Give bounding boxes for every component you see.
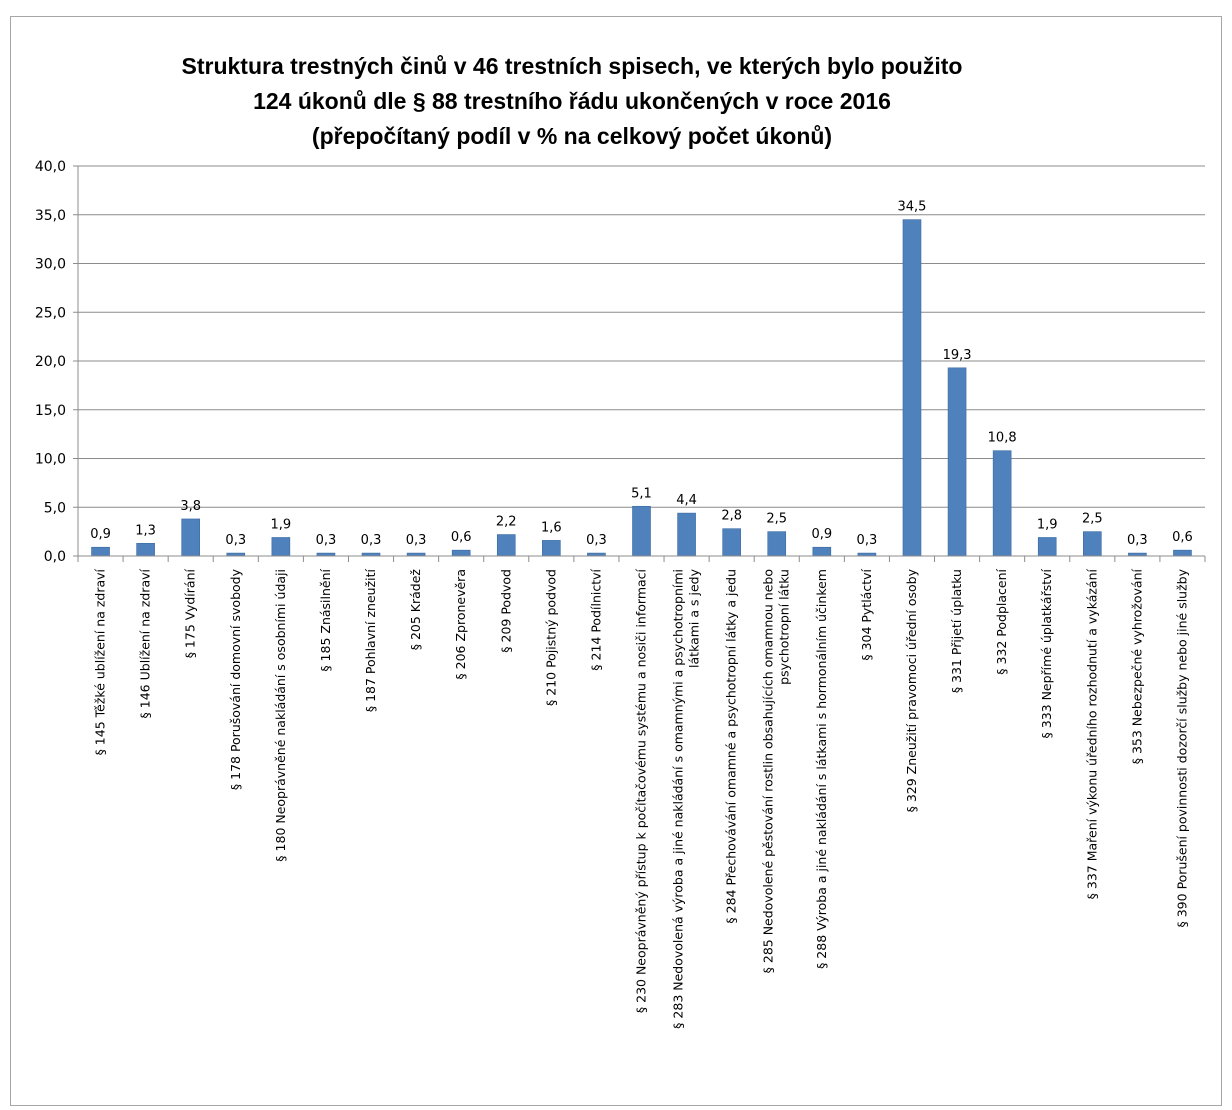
x-category-label: § 209 Podvod <box>498 569 513 653</box>
bar <box>992 450 1012 557</box>
x-category-label: § 187 Pohlavní zneužití <box>363 568 378 712</box>
x-axis-labels: § 145 Těžké ublížení na zdraví § 146 Ublí… <box>93 568 1190 1028</box>
y-axis-ticks: 0,0 5,0 10,0 15,0 20,0 25,0 30,0 35,0 40,0 <box>35 159 78 565</box>
x-category-label: § 180 Neoprávněné nakládání s osobními ú… <box>273 569 288 862</box>
x-category-label: § 178 Porušování domovní svobody <box>228 568 243 790</box>
y-tick-label: 30,0 <box>35 257 66 273</box>
y-tick-label: 5,0 <box>44 500 66 516</box>
bar <box>947 367 967 557</box>
y-tick-label: 35,0 <box>35 208 66 224</box>
data-label: 0,3 <box>406 533 427 548</box>
data-label: 0,3 <box>316 533 337 548</box>
bar <box>812 546 832 557</box>
data-label: 10,8 <box>988 431 1017 446</box>
chart-title-line-1: Struktura trestných činů v 46 trestních … <box>181 53 963 79</box>
x-category-label: § 283 Nedovolená výroba a jiné nakládání… <box>671 569 686 1029</box>
x-category-label: látkami a s jedy <box>687 568 702 668</box>
data-label: 0,9 <box>90 527 111 542</box>
y-tick-label: 40,0 <box>35 159 66 175</box>
x-category-label: § 214 Podílnictví <box>588 568 603 670</box>
data-label: 0,3 <box>1127 533 1148 548</box>
x-category-label: psychotropní látku <box>777 569 792 685</box>
data-label: 0,3 <box>857 533 878 548</box>
x-category-label: § 175 Vydírání <box>183 568 198 658</box>
bar <box>542 540 561 557</box>
chart-title-line-3: (přepočítaný podíl v % na celkový počet … <box>311 123 833 149</box>
data-label: 0,3 <box>361 533 382 548</box>
x-category-label: § 288 Výroba a jiné nakládání s látkami … <box>814 569 829 969</box>
data-label: 1,9 <box>271 517 292 532</box>
bar <box>271 537 291 557</box>
x-category-label: § 206 Zpronevěra <box>453 569 468 680</box>
x-category-label: § 333 Nepřímé úplatkářství <box>1039 568 1054 738</box>
bar <box>1173 549 1192 557</box>
bar <box>91 546 110 557</box>
data-label: 0,3 <box>225 533 246 548</box>
bar <box>496 534 516 557</box>
data-label: 0,3 <box>586 533 607 548</box>
x-category-label: § 332 Podplacení <box>994 568 1009 674</box>
data-label: 4,4 <box>676 493 697 508</box>
data-labels: 0,9 1,3 3,8 0,3 1,9 0,3 0,3 0,3 0,6 2,2 1,6 0,3 5,1 4… <box>90 200 1193 548</box>
bar <box>632 505 651 557</box>
data-label: 34,5 <box>898 200 927 215</box>
bar <box>181 518 200 557</box>
bars <box>91 219 1192 557</box>
x-category-label: § 390 Porušení povinnosti dozorčí služby… <box>1174 568 1189 927</box>
bar <box>902 219 922 557</box>
x-category-label: § 331 Přijetí úplatku <box>949 569 964 693</box>
chart-title: Struktura trestných činů v 46 trestních … <box>0 49 1144 154</box>
y-tick-label: 20,0 <box>35 354 66 370</box>
data-label: 2,5 <box>766 512 787 527</box>
data-label: 1,6 <box>541 520 562 535</box>
data-label: 0,6 <box>1172 530 1193 545</box>
bar <box>1037 537 1057 557</box>
data-label: 3,8 <box>180 499 201 514</box>
data-label: 2,2 <box>496 515 517 530</box>
bar <box>722 528 741 557</box>
chart-title-line-2: 124 úkonů dle § 88 trestního řádu ukonče… <box>253 88 891 114</box>
data-label: 0,9 <box>811 527 832 542</box>
y-tick-label: 10,0 <box>35 452 66 468</box>
chart-frame <box>10 16 1222 1106</box>
data-label: 0,6 <box>451 530 472 545</box>
bar <box>1083 531 1102 557</box>
data-label: 1,3 <box>135 523 156 538</box>
data-label: 2,5 <box>1082 512 1103 527</box>
gridlines <box>78 165 1205 508</box>
x-category-label: § 146 Ublížení na zdraví <box>138 568 153 718</box>
data-label: 1,9 <box>1037 517 1058 532</box>
x-category-label: § 353 Nebezpečné vyhrožování <box>1129 568 1144 764</box>
x-category-label: § 304 Pytláctví <box>859 568 874 660</box>
x-category-label: § 230 Neoprávněný přístup k počítačovému… <box>634 568 649 1013</box>
data-label: 19,3 <box>943 348 972 363</box>
x-category-label: § 285 Nedovolené pěstování rostlin obsah… <box>761 569 776 973</box>
y-tick-label: 15,0 <box>35 403 66 419</box>
bar <box>451 549 471 557</box>
axes <box>77 166 1206 562</box>
x-category-label: § 145 Těžké ublížení na zdraví <box>93 568 108 755</box>
x-category-label: § 210 Pojistný podvod <box>543 569 558 706</box>
y-tick-label: 0,0 <box>44 549 66 565</box>
x-category-label: § 284 Přechovávání omamné a psychotropní… <box>724 569 739 924</box>
y-tick-label: 25,0 <box>35 305 66 321</box>
x-category-label: § 185 Znásilnění <box>318 568 333 671</box>
x-category-label: § 205 Krádež <box>408 569 423 651</box>
bar <box>136 543 155 557</box>
data-label: 2,8 <box>721 509 742 524</box>
bar <box>767 531 787 557</box>
data-label: 5,1 <box>631 486 652 501</box>
x-category-label: § 337 Maření výkonu úředního rozhodnutí … <box>1084 568 1099 899</box>
bar <box>677 512 696 557</box>
x-category-label: § 329 Zneužití pravomoci úřední osoby <box>904 568 919 812</box>
